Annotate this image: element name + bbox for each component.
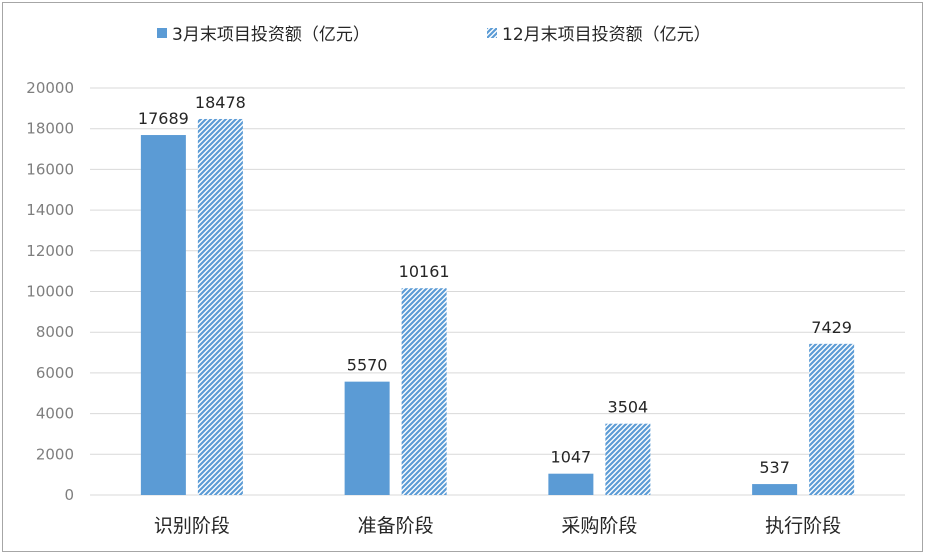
y-tick-label: 8000 bbox=[36, 323, 74, 341]
bar-december-2 bbox=[605, 423, 651, 495]
data-label: 10161 bbox=[399, 262, 450, 281]
data-labels: 17689 18478 5570 10161 1047 3504 537 7429 bbox=[138, 93, 852, 477]
data-label: 17689 bbox=[138, 109, 189, 128]
data-label: 537 bbox=[759, 458, 790, 477]
x-category-label: 识别阶段 bbox=[154, 515, 230, 537]
y-tick-label: 18000 bbox=[26, 120, 74, 138]
bars bbox=[140, 118, 855, 495]
y-tick-label: 6000 bbox=[36, 364, 74, 382]
data-label: 1047 bbox=[551, 448, 592, 467]
x-category-label: 采购阶段 bbox=[561, 515, 637, 537]
legend-swatch-march bbox=[157, 28, 167, 38]
data-label: 18478 bbox=[195, 93, 246, 112]
x-category-label: 准备阶段 bbox=[358, 515, 434, 537]
bar-march-0 bbox=[140, 135, 186, 495]
y-tick-label: 20000 bbox=[26, 79, 74, 97]
legend-label-december: 12月末项目投资额（亿元） bbox=[502, 25, 711, 45]
legend-label-march: 3月末项目投资额（亿元） bbox=[172, 25, 370, 45]
y-tick-label: 0 bbox=[64, 486, 74, 504]
x-category-label: 执行阶段 bbox=[765, 515, 841, 537]
bar-march-2 bbox=[548, 473, 594, 495]
y-tick-label: 12000 bbox=[26, 242, 74, 260]
y-tick-label: 14000 bbox=[26, 201, 74, 219]
data-label: 7429 bbox=[811, 318, 852, 337]
data-label: 3504 bbox=[608, 398, 649, 417]
legend: 3月末项目投资额（亿元） 12月末项目投资额（亿元） bbox=[157, 25, 711, 45]
y-tick-label: 10000 bbox=[26, 283, 74, 301]
bar-march-3 bbox=[752, 484, 798, 495]
y-tick-label: 2000 bbox=[36, 445, 74, 463]
legend-swatch-december bbox=[487, 28, 497, 38]
y-tick-label: 16000 bbox=[26, 160, 74, 178]
y-axis: 0 2000 4000 6000 8000 10000 12000 14000 16000 180… bbox=[26, 79, 74, 504]
data-label: 5570 bbox=[347, 356, 388, 375]
y-tick-label: 4000 bbox=[36, 405, 74, 423]
bar-december-0 bbox=[197, 118, 243, 495]
x-axis: 识别阶段 准备阶段 采购阶段 执行阶段 bbox=[154, 515, 841, 537]
bar-december-1 bbox=[401, 288, 447, 495]
bar-december-3 bbox=[809, 343, 855, 495]
bar-march-1 bbox=[344, 381, 390, 495]
